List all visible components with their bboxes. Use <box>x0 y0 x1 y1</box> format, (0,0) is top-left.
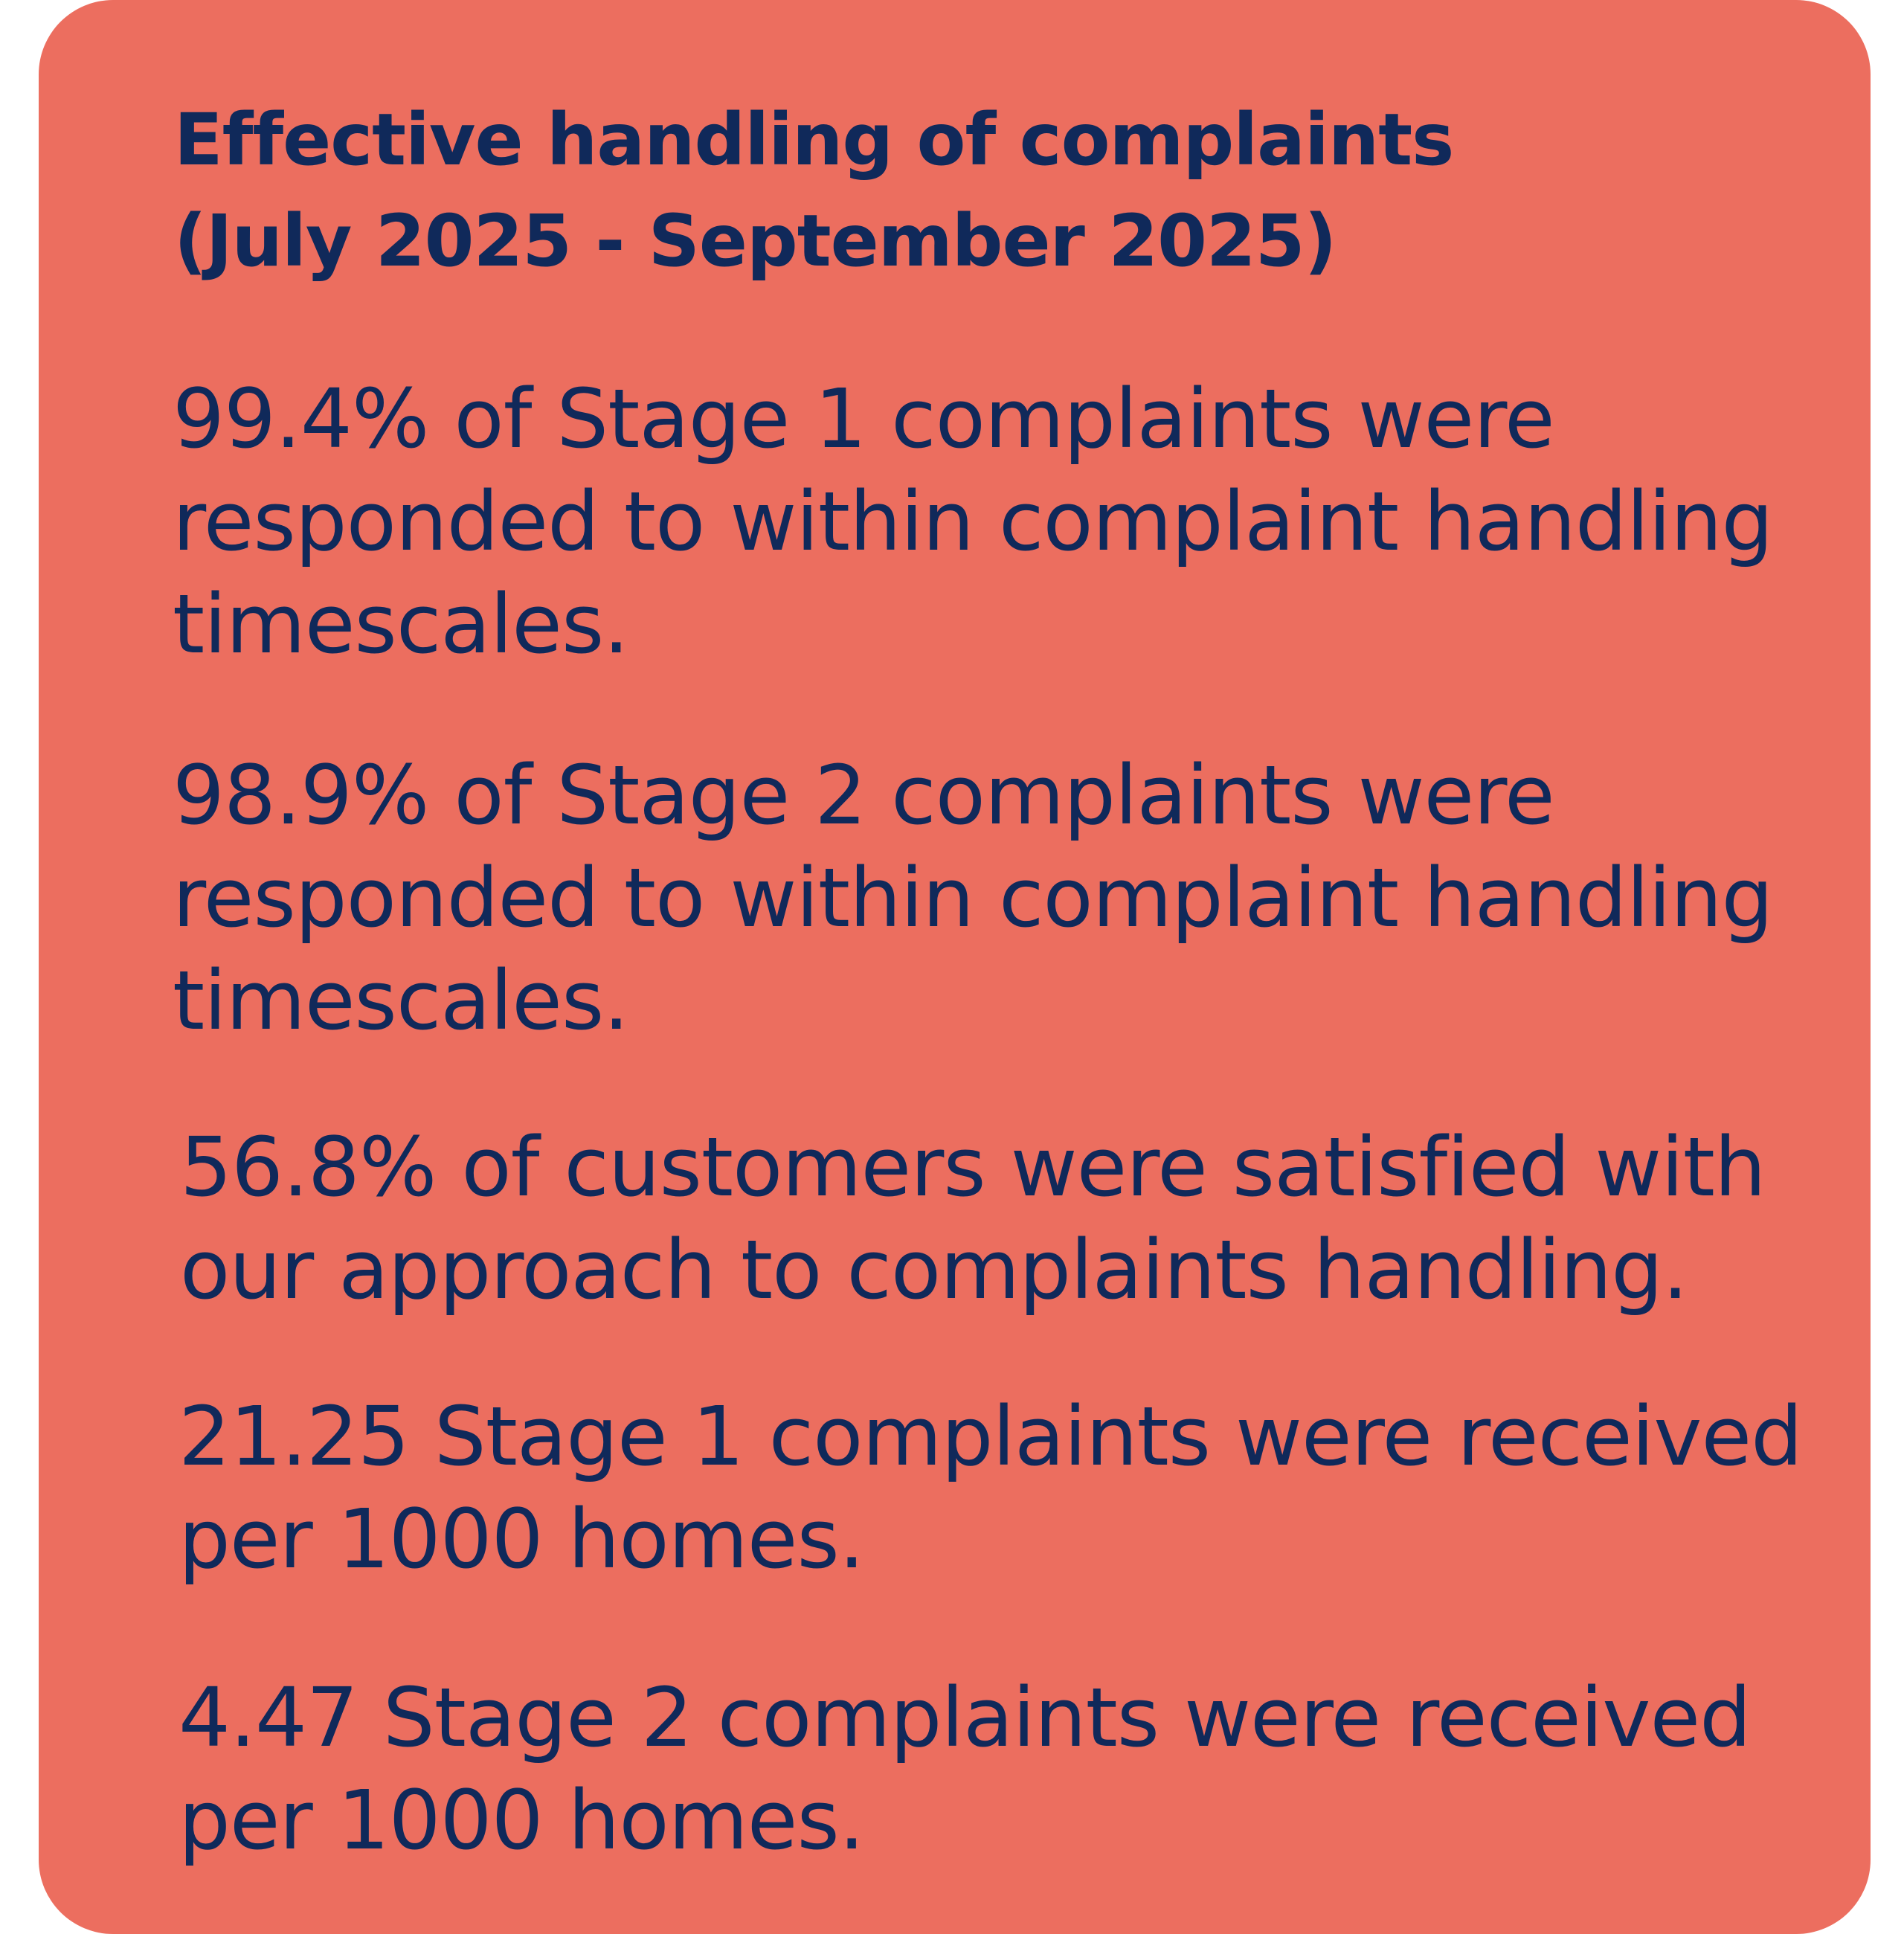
stat-stage2-response-rate: 98.9% of Stage 2 complaints were respond… <box>173 744 1773 1052</box>
card-title-line: Effective handling of complaints <box>174 98 1454 181</box>
stat-line: 4.47 Stage 2 complaints were received <box>178 1670 1752 1765</box>
stat-line: timescales. <box>173 953 629 1048</box>
stat-line: responded to within complaint handling <box>173 474 1773 569</box>
card-title: Effective handling of complaints (July 2… <box>174 89 1454 292</box>
stat-line: per 1000 homes. <box>178 1773 865 1868</box>
stat-stage1-per-1000-homes: 21.25 Stage 1 complaints were received p… <box>178 1385 1803 1590</box>
stat-line: per 1000 homes. <box>178 1491 865 1587</box>
stat-line: our approach to complaints handling. <box>180 1222 1688 1317</box>
stat-stage1-response-rate: 99.4% of Stage 1 complaints were respond… <box>173 367 1773 675</box>
info-card: Effective handling of complaints (July 2… <box>39 0 1871 1934</box>
stat-stage2-per-1000-homes: 4.47 Stage 2 complaints were received pe… <box>178 1666 1752 1872</box>
stat-customer-satisfaction: 56.8% of customers were satisfied with o… <box>180 1116 1766 1321</box>
stat-line: 98.9% of Stage 2 complaints were <box>173 748 1555 843</box>
stat-line: 99.4% of Stage 1 complaints were <box>173 371 1555 466</box>
stat-line: 56.8% of customers were satisfied with <box>180 1119 1766 1215</box>
stat-line: 21.25 Stage 1 complaints were received <box>178 1389 1803 1484</box>
card-subtitle-period: (July 2025 - September 2025) <box>174 199 1337 283</box>
stat-line: timescales. <box>173 576 629 672</box>
stat-line: responded to within complaint handling <box>173 850 1773 945</box>
